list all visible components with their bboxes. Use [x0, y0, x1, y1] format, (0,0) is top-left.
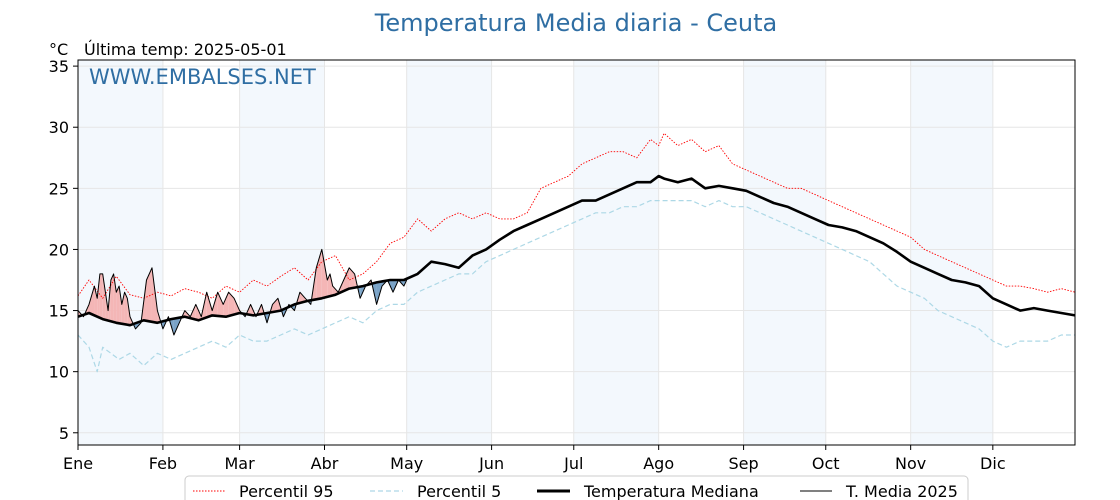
- month-band: [910, 60, 993, 445]
- x-tick-label: Mar: [225, 454, 256, 473]
- y-tick-label: 35: [49, 57, 69, 76]
- y-tick-label: 15: [49, 302, 69, 321]
- y-tick-label: 5: [59, 424, 69, 443]
- unit-label: °C: [49, 40, 68, 59]
- legend-2025-label: T. Media 2025: [845, 482, 958, 500]
- warm-anomaly-fill: [272, 298, 278, 313]
- warm-anomaly-fill: [88, 286, 95, 316]
- x-tick-label: Abr: [311, 454, 339, 473]
- x-tick-label: Feb: [149, 454, 177, 473]
- last-temp-label: Última temp: 2025-05-01: [84, 40, 287, 59]
- x-tick-label: Nov: [895, 454, 926, 473]
- warm-anomaly-fill: [299, 292, 306, 303]
- percentile-5-line: [77, 200, 1075, 373]
- y-axis: 5 10 15 20 25 30 35: [49, 57, 78, 443]
- x-tick-label: Sep: [729, 454, 759, 473]
- warm-anomaly-fill: [94, 286, 98, 317]
- warm-anomaly-fill: [121, 292, 125, 325]
- x-axis: Ene Feb Mar Abr May Jun Jul Ago Sep Oct Nov Dic: [63, 445, 1006, 473]
- month-band: [78, 60, 163, 445]
- warm-anomaly-fill: [321, 249, 328, 299]
- warm-anomaly-fill: [329, 273, 333, 297]
- y-tick-label: 10: [49, 363, 69, 382]
- x-tick-label: May: [390, 454, 423, 473]
- legend-p95-label: Percentil 95: [239, 482, 334, 500]
- warm-anomaly-fill: [102, 273, 106, 320]
- x-tick-label: Ene: [63, 454, 93, 473]
- warm-anomaly-fill: [343, 267, 350, 291]
- warm-anomaly-fill: [116, 286, 120, 324]
- warm-anomaly-fill: [113, 273, 117, 323]
- month-band: [743, 60, 826, 445]
- x-tick-label: Jul: [563, 454, 583, 473]
- percentile-95-line: [77, 132, 1076, 299]
- legend-p5-label: Percentil 5: [417, 482, 501, 500]
- legend: Percentil 95 Percentil 5 Temperatura Med…: [184, 475, 969, 500]
- y-tick-label: 30: [49, 118, 69, 137]
- legend-median-label: Temperatura Mediana: [583, 482, 759, 500]
- series-lines: [77, 132, 1076, 373]
- warm-anomaly-fill: [316, 249, 322, 300]
- x-tick-label: Jun: [478, 454, 504, 473]
- month-band: [573, 60, 659, 445]
- y-tick-label: 20: [49, 240, 69, 259]
- month-band: [239, 60, 325, 445]
- warm-anomaly-fill: [97, 273, 100, 318]
- median-line: [77, 174, 1076, 327]
- x-tick-label: Ago: [643, 454, 674, 473]
- warm-anomaly-fill: [217, 292, 224, 317]
- cool-anomaly-fill: [173, 317, 180, 335]
- warm-anomaly-fill: [110, 273, 114, 323]
- warm-anomaly-fill: [223, 292, 229, 317]
- x-tick-label: Dic: [980, 454, 1006, 473]
- watermark: WWW.EMBALSES.NET: [89, 65, 316, 89]
- warm-anomaly-fill: [124, 292, 128, 325]
- current-year-line: [77, 248, 408, 336]
- warm-anomaly-fill: [119, 286, 122, 324]
- warm-anomaly-fill: [228, 292, 235, 316]
- x-tick-label: Oct: [812, 454, 840, 473]
- warm-anomaly-fill: [146, 267, 152, 322]
- chart-title: Temperatura Media diaria - Ceuta: [374, 9, 777, 37]
- y-tick-label: 25: [49, 179, 69, 198]
- month-bands: [78, 60, 993, 445]
- plot-frame: [77, 59, 1076, 446]
- legend-box: [184, 475, 969, 500]
